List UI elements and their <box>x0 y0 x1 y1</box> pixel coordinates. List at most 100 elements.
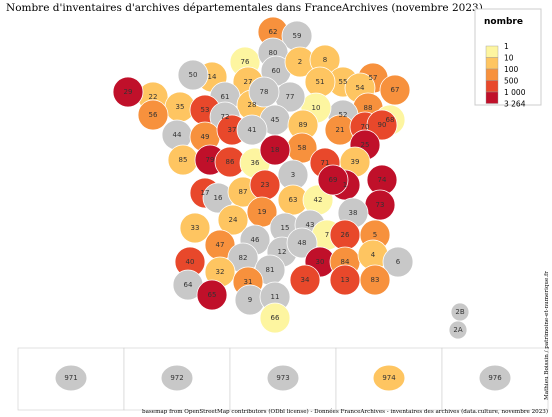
overseas-insets: 971 972 973 974 976 <box>17 347 549 411</box>
department-code: 25 <box>361 141 370 149</box>
department-code: 76 <box>241 58 250 66</box>
legend-label: 3 264 <box>504 100 526 109</box>
department-code: 23 <box>261 181 270 189</box>
department-code: 57 <box>369 74 378 82</box>
department-code: 36 <box>251 159 260 167</box>
legend-title: nombre <box>484 17 523 27</box>
department-code: 78 <box>260 88 269 96</box>
department-code: 89 <box>299 121 308 129</box>
department-code: 43 <box>306 221 315 229</box>
department-code: 18 <box>271 146 280 154</box>
department-area <box>289 264 321 296</box>
overseas-code: 972 <box>170 374 183 382</box>
department-code: 85 <box>179 156 188 164</box>
department-code: 60 <box>272 67 281 75</box>
department-code: 40 <box>186 258 195 266</box>
department-code: 83 <box>371 276 380 284</box>
department-code: 21 <box>336 126 345 134</box>
department-code: 88 <box>364 104 373 112</box>
department-area <box>366 109 398 141</box>
department-area <box>248 76 280 108</box>
department-code: 14 <box>208 73 217 81</box>
map-title: Nombre d'inventaires d'archives départem… <box>6 2 483 14</box>
department-code: 46 <box>251 236 260 244</box>
department-code: 50 <box>189 71 198 79</box>
department-code: 64 <box>184 281 193 289</box>
department-code: 47 <box>216 241 225 249</box>
legend-swatch <box>485 57 499 70</box>
department-code: 29 <box>124 88 133 96</box>
department-code: 44 <box>173 131 182 139</box>
department-code: 54 <box>356 84 365 92</box>
legend-swatch <box>485 45 499 58</box>
overseas-code: 976 <box>488 374 502 382</box>
department-code: 34 <box>301 276 310 284</box>
department-code: 8 <box>323 56 327 64</box>
department-code: 15 <box>281 224 290 232</box>
source-note: basemap from OpenStreetMap contributors … <box>142 408 548 415</box>
department-code: 72 <box>221 113 230 121</box>
legend-label: 10 <box>504 54 514 63</box>
department-code: 4 <box>371 251 376 259</box>
legend-label: 500 <box>504 77 519 86</box>
department-code: 26 <box>341 231 350 239</box>
department-area <box>177 59 209 91</box>
department-code: 55 <box>339 78 348 86</box>
department-area <box>112 76 144 108</box>
department-area <box>236 114 268 146</box>
department-code: 41 <box>248 126 257 134</box>
overseas-area <box>478 364 512 392</box>
department-code: 7 <box>325 231 329 239</box>
department-code: 87 <box>239 188 248 196</box>
department-code: 68 <box>386 116 395 124</box>
department-code: 52 <box>339 111 348 119</box>
department-code: 3 <box>291 171 295 179</box>
department-code: 12 <box>278 248 287 256</box>
department-area <box>137 99 169 131</box>
department-code: 33 <box>191 224 200 232</box>
department-code: 32 <box>216 268 225 276</box>
legend: 1 10 100 500 1 000 3 264 <box>485 42 526 109</box>
department-area <box>196 279 228 311</box>
department-code: 35 <box>176 103 185 111</box>
department-code: 28 <box>248 101 257 109</box>
department-code: 80 <box>269 49 278 57</box>
legend-swatch <box>485 80 499 93</box>
department-code: 49 <box>201 133 210 141</box>
department-code: 82 <box>239 254 248 262</box>
department-area <box>359 264 391 296</box>
overseas-area <box>54 364 88 392</box>
department-code: 5 <box>373 231 377 239</box>
department-code: 2B <box>455 308 464 316</box>
department-code: 70 <box>361 123 370 131</box>
department-code: 6 <box>396 258 401 266</box>
department-code: 13 <box>341 276 350 284</box>
department-area <box>286 227 318 259</box>
department-code: 63 <box>289 196 298 204</box>
legend-label: 1 000 <box>504 88 526 97</box>
department-code: 62 <box>269 28 278 36</box>
department-area <box>379 74 411 106</box>
overseas-code: 971 <box>64 374 77 382</box>
department-code: 11 <box>271 293 280 301</box>
department-code: 2A <box>453 326 462 334</box>
department-code: 65 <box>208 291 217 299</box>
department-code: 2 <box>298 58 302 66</box>
department-area <box>179 212 211 244</box>
legend-label: 1 <box>504 42 509 51</box>
department-code: 30 <box>316 258 325 266</box>
department-code: 61 <box>221 93 230 101</box>
department-code: 59 <box>293 32 302 40</box>
department-code: 81 <box>266 266 275 274</box>
department-code: 86 <box>226 158 235 166</box>
department-code: 90 <box>378 121 387 129</box>
department-code: 42 <box>314 196 323 204</box>
department-code: 56 <box>149 111 158 119</box>
department-code: 37 <box>228 126 237 134</box>
department-code: 16 <box>214 194 223 202</box>
department-code: 19 <box>258 208 267 216</box>
department-code: 58 <box>298 144 307 152</box>
department-code: 74 <box>378 176 387 184</box>
department-code: 84 <box>341 258 350 266</box>
